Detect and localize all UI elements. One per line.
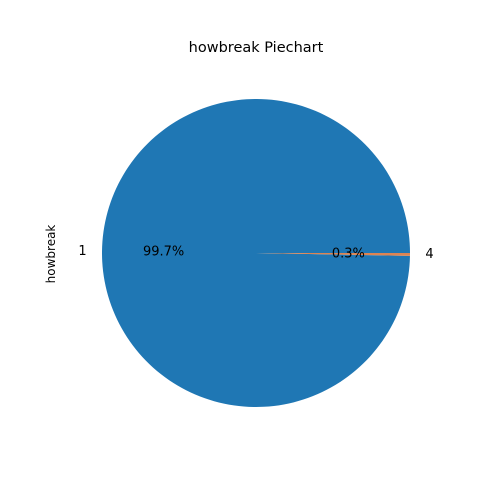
y-axis-label: howbreak [44, 225, 58, 284]
pie-slices [101, 99, 410, 408]
slice-percent-4: 0.3% [332, 246, 365, 261]
pie-slice-1 [101, 99, 410, 408]
slice-percent-1: 99.7% [143, 245, 184, 260]
slice-label-4: 4 [425, 247, 433, 262]
pie-slice-4 [256, 253, 410, 256]
chart-title: howbreak Piechart [189, 40, 324, 56]
slice-label-1: 1 [78, 244, 86, 259]
pie-labels: 1 99.7% 4 0.3% [78, 244, 433, 262]
